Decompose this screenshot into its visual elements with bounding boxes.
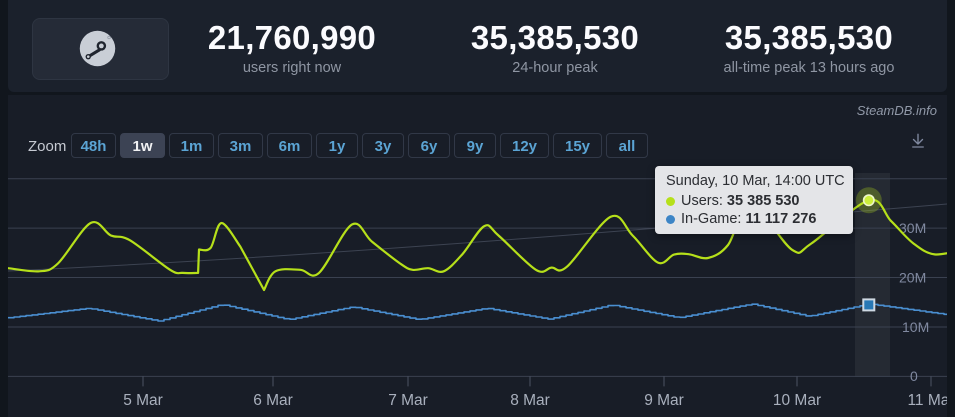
svg-text:10M: 10M bbox=[902, 319, 929, 335]
svg-text:10 Mar: 10 Mar bbox=[773, 392, 821, 409]
svg-text:11 Mar: 11 Mar bbox=[907, 392, 947, 409]
svg-text:7 Mar: 7 Mar bbox=[388, 392, 428, 409]
svg-text:6 Mar: 6 Mar bbox=[253, 392, 293, 409]
svg-text:20M: 20M bbox=[899, 270, 926, 286]
svg-text:8 Mar: 8 Mar bbox=[510, 392, 550, 409]
svg-text:5 Mar: 5 Mar bbox=[123, 392, 163, 409]
svg-text:9 Mar: 9 Mar bbox=[644, 392, 684, 409]
svg-text:0: 0 bbox=[910, 368, 918, 384]
